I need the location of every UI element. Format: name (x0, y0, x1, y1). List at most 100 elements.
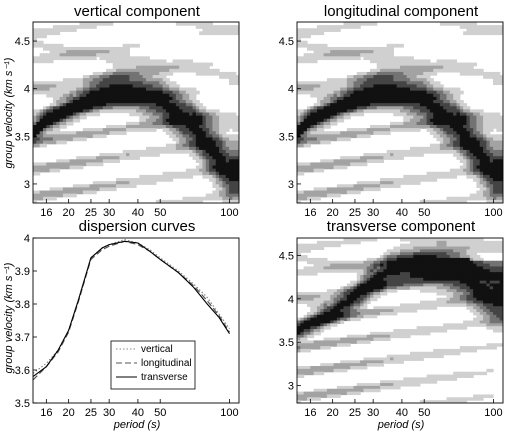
heatmap-cell (152, 118, 157, 123)
heatmap-cell (353, 128, 358, 132)
heatmap-cell (393, 78, 398, 82)
heatmap-cell (212, 153, 217, 157)
heatmap-cell (486, 292, 491, 296)
heatmap-cell (89, 162, 94, 167)
heatmap-cell (336, 292, 341, 296)
heatmap-cell (175, 128, 180, 132)
heatmap-cell (96, 78, 101, 82)
heatmap-cell (476, 280, 481, 285)
heatmap-cell (409, 84, 414, 89)
heatmap-cell (353, 303, 358, 307)
heatmap-cell (356, 22, 361, 26)
heatmap-cell (199, 124, 204, 129)
heatmap-cell (229, 149, 233, 154)
heatmap-cell (33, 40, 37, 45)
heatmap-cell (413, 96, 418, 101)
heatmap-cell (449, 260, 454, 265)
heatmap-cell (459, 146, 464, 151)
heatmap-cell (142, 78, 147, 82)
heatmap-cell (300, 40, 305, 45)
heatmap-cell (185, 90, 190, 95)
heatmap-cell (119, 75, 124, 79)
heatmap-cell (102, 22, 107, 26)
heatmap-cell (499, 280, 503, 285)
heatmap-cell (393, 59, 398, 64)
heatmap-cell (142, 109, 147, 114)
heatmap-cell (473, 294, 478, 299)
heatmap-cell (449, 62, 454, 67)
heatmap-cell (496, 112, 501, 117)
heatmap-cell (390, 286, 394, 290)
heatmap-cell (149, 65, 154, 70)
heatmap-cell (473, 153, 478, 157)
heatmap-cell (215, 181, 220, 185)
heatmap-cell (466, 168, 471, 173)
heatmap-cell (66, 134, 71, 139)
heatmap-cell (409, 249, 414, 253)
heatmap-cell (376, 292, 381, 296)
heatmap-cell (386, 274, 391, 279)
heatmap-cell (343, 87, 348, 92)
heatmap-cell (443, 100, 448, 104)
heatmap-cell (129, 65, 134, 70)
heatmap-cell (136, 93, 140, 98)
heatmap-cell (159, 106, 164, 110)
heatmap-cell (456, 109, 461, 114)
heatmap-cell (473, 178, 478, 182)
heatmap-cell (476, 112, 481, 117)
heatmap-cell (116, 46, 120, 51)
heatmap-cell (39, 168, 44, 173)
heatmap-cell (489, 31, 494, 36)
heatmap-cell (102, 153, 107, 157)
heatmap-cell (155, 121, 160, 126)
heatmap-cell (36, 31, 41, 36)
heatmap-cell (212, 140, 217, 145)
heatmap-cell (413, 274, 418, 279)
heatmap-cell (449, 240, 454, 245)
heatmap-cell (476, 294, 481, 299)
heatmap-cell (175, 87, 180, 92)
heatmap-cell (136, 96, 140, 101)
heatmap-cell (469, 280, 474, 285)
heatmap-cell (353, 297, 358, 302)
heatmap-cell (409, 280, 414, 285)
heatmap-cell (473, 162, 478, 167)
heatmap-cell (363, 93, 368, 98)
heatmap-cell (96, 131, 101, 135)
heatmap-cell (376, 68, 381, 73)
heatmap-cell (320, 28, 325, 32)
heatmap-cell (96, 90, 101, 95)
heatmap-cell (336, 112, 341, 117)
heatmap-cell (409, 62, 414, 67)
heatmap-cell (459, 286, 464, 290)
heatmap-cell (433, 131, 438, 135)
heatmap-cell (297, 31, 301, 36)
heatmap-cell (205, 22, 210, 26)
heatmap-cell (62, 115, 67, 120)
heatmap-cell (353, 109, 358, 114)
heatmap-cell (232, 81, 237, 86)
heatmap-cell (456, 124, 461, 129)
heatmap-cell (473, 272, 478, 276)
heatmap-cell (496, 240, 501, 245)
heatmap-cell (466, 143, 471, 148)
heatmap-cell (205, 143, 210, 148)
heatmap-cell (443, 283, 448, 287)
heatmap-cell (102, 75, 107, 79)
heatmap-cell (456, 292, 461, 296)
heatmap-cell (360, 131, 365, 135)
heatmap-cell (330, 100, 335, 104)
heatmap-cell (350, 134, 355, 139)
heatmap-cell (189, 68, 194, 73)
heatmap-cell (192, 100, 197, 104)
heatmap-cells (33, 22, 239, 203)
heatmap-cell (439, 272, 444, 276)
heatmap-cell (493, 272, 497, 276)
heatmap-cell (119, 78, 124, 82)
heatmap-cell (423, 199, 428, 203)
heatmap-cell (366, 263, 371, 268)
heatmap-cell (209, 162, 214, 167)
heatmap-cell (189, 118, 194, 123)
heatmap-cell (403, 115, 408, 120)
heatmap-cell (496, 78, 501, 82)
